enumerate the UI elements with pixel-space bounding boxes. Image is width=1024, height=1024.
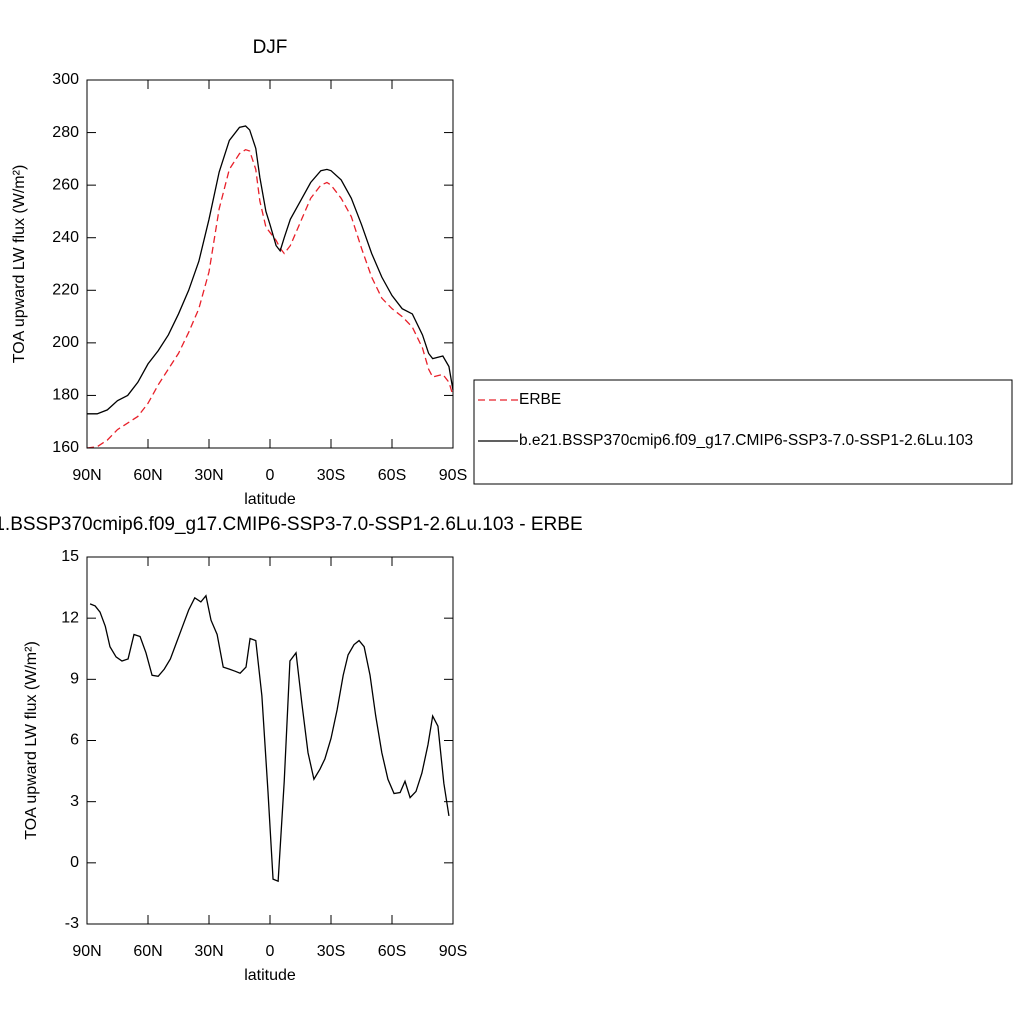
x-tick-label: 60N xyxy=(133,467,162,484)
x-axis-label: latitude xyxy=(244,967,296,984)
x-tick-label: 0 xyxy=(266,467,275,484)
y-tick-label: 0 xyxy=(70,854,79,871)
x-tick-label: 30N xyxy=(194,467,223,484)
y-tick-label: 260 xyxy=(52,176,79,193)
legend-box xyxy=(473,379,1013,485)
y-tick-label: 240 xyxy=(52,229,79,246)
x-tick-label: 60S xyxy=(378,467,406,484)
series-line xyxy=(87,125,454,415)
y-tick-label: 180 xyxy=(52,387,79,404)
y-tick-label: 12 xyxy=(61,609,79,626)
plot-frame xyxy=(86,556,454,925)
y-tick-label: 160 xyxy=(52,439,79,456)
x-tick-label: 0 xyxy=(266,943,275,960)
x-tick-label: 90S xyxy=(439,467,467,484)
x-tick-label: 60N xyxy=(133,943,162,960)
y-tick-label: 280 xyxy=(52,124,79,141)
x-tick-label: 90N xyxy=(72,467,101,484)
y-tick-label: 200 xyxy=(52,334,79,351)
x-tick-label: 30S xyxy=(317,467,345,484)
y-tick-label: 15 xyxy=(61,548,79,565)
y-tick-label: 9 xyxy=(70,671,79,688)
x-axis-label: latitude xyxy=(244,491,296,508)
series-line xyxy=(86,148,454,449)
y-axis-label: TOA upward LW flux (W/m²) xyxy=(11,165,28,364)
chart-title: DJF xyxy=(253,37,288,58)
y-tick-label: 6 xyxy=(70,732,79,749)
series-line xyxy=(89,594,450,883)
x-tick-label: 30N xyxy=(194,943,223,960)
legend-text: b.e21.BSSP370cmip6.f09_g17.CMIP6-SSP3-7.… xyxy=(519,432,973,449)
y-tick-label: 220 xyxy=(52,282,79,299)
x-tick-label: 90N xyxy=(72,943,101,960)
y-tick-label: -3 xyxy=(65,915,79,932)
y-axis-label: TOA upward LW flux (W/m²) xyxy=(23,641,40,840)
plot-frame xyxy=(86,79,454,449)
y-tick-label: 300 xyxy=(52,71,79,88)
y-tick-label: 3 xyxy=(70,793,79,810)
chart-title: b.e21.BSSP370cmip6.f09_g17.CMIP6-SSP3-7.… xyxy=(0,514,583,535)
x-tick-label: 60S xyxy=(378,943,406,960)
x-tick-label: 30S xyxy=(317,943,345,960)
legend-text: ERBE xyxy=(519,391,561,408)
x-tick-label: 90S xyxy=(439,943,467,960)
